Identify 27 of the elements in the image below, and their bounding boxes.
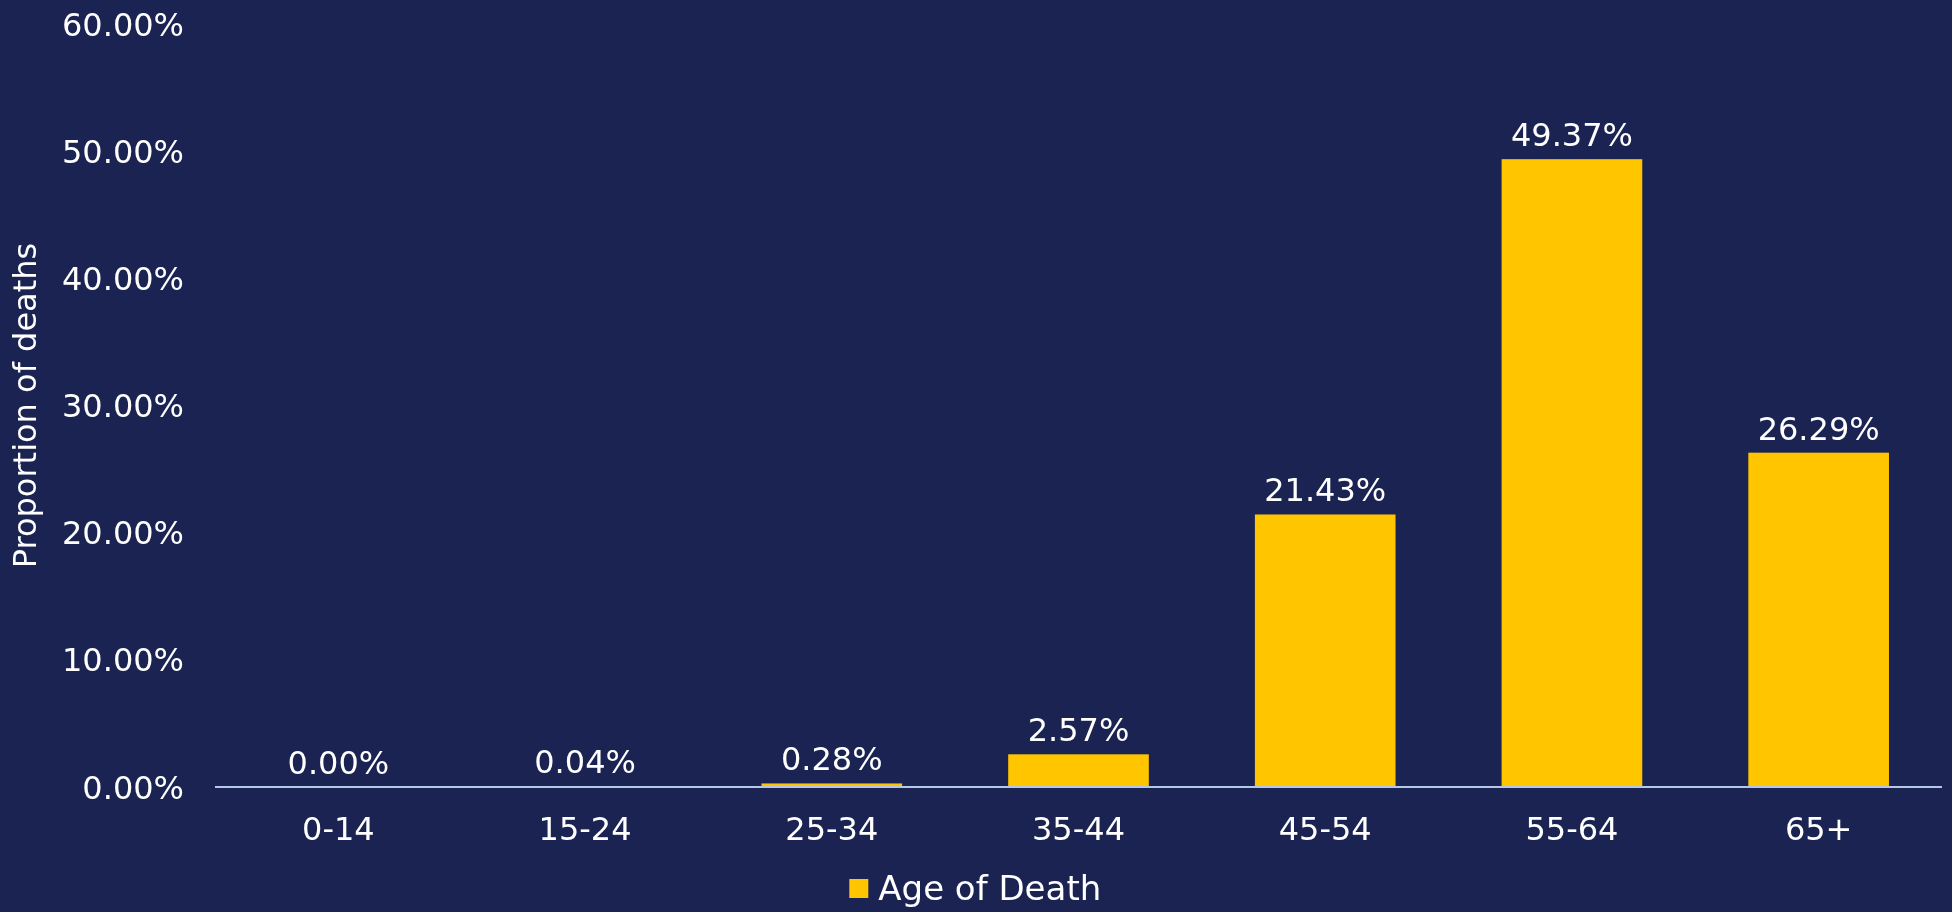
data-label: 2.57%: [1027, 711, 1130, 750]
bar: [1254, 514, 1396, 787]
x-tick-label: 35-44: [1032, 810, 1125, 848]
x-tick-label: 55-64: [1525, 810, 1619, 848]
y-tick-label: 30.00%: [61, 387, 184, 426]
x-tick-label: 0-14: [302, 810, 375, 848]
y-tick-label: 0.00%: [82, 768, 184, 807]
data-label: 26.29%: [1757, 409, 1880, 448]
y-tick-label: 40.00%: [61, 259, 184, 298]
bar: [1748, 452, 1889, 787]
data-label: 0.04%: [534, 743, 636, 782]
bar: [1501, 159, 1643, 787]
legend-label: Age of Death: [878, 868, 1102, 908]
y-axis-title: Proportion of deaths: [6, 242, 44, 569]
x-tick-label: 25-34: [785, 810, 879, 848]
y-tick-label: 60.00%: [61, 5, 184, 44]
data-label: 0.28%: [780, 740, 883, 779]
x-tick-label: 45-54: [1278, 810, 1372, 848]
bar: [1008, 754, 1149, 787]
x-tick-label: 65+: [1784, 810, 1853, 848]
y-tick-label: 50.00%: [61, 132, 184, 171]
y-tick-label: 10.00%: [61, 641, 184, 680]
y-tick-label: 20.00%: [61, 514, 184, 553]
data-label: 21.43%: [1264, 471, 1387, 510]
data-label: 0.00%: [287, 744, 390, 782]
data-label: 49.37%: [1510, 116, 1633, 155]
x-tick-label: 15-24: [538, 810, 632, 848]
